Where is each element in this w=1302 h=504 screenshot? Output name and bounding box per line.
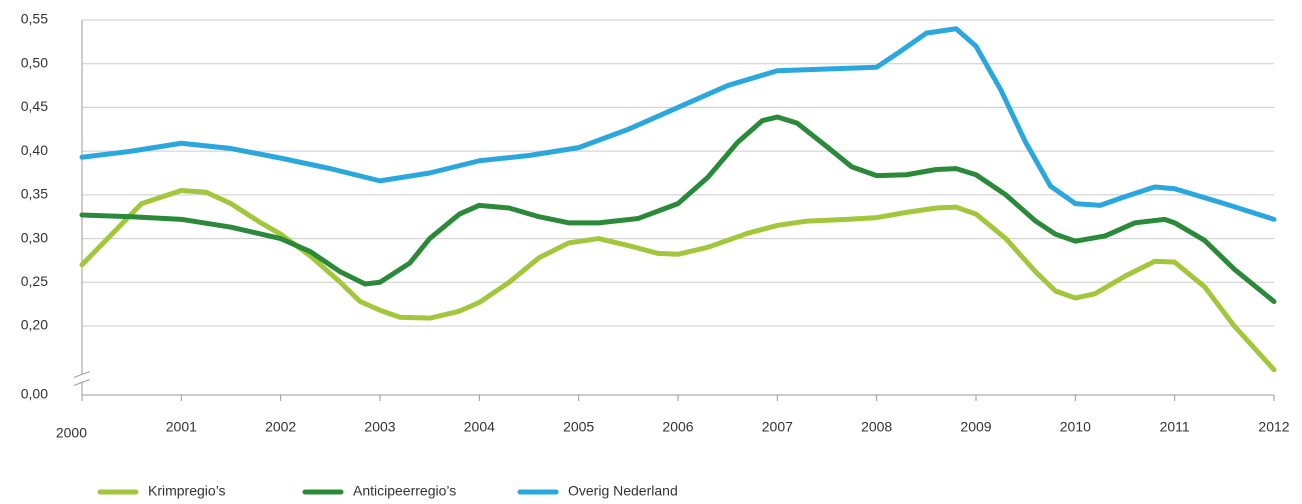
legend-label: Anticipeerregio’s — [353, 483, 456, 499]
x-tick-label: 2005 — [563, 419, 594, 435]
y-tick-label: 0,55 — [21, 11, 48, 27]
y-tick-label: 0,45 — [21, 98, 48, 114]
axis-break — [73, 378, 91, 386]
y-tick-label: 0,20 — [21, 317, 48, 333]
data-line — [79, 114, 1277, 305]
x-tick-label: 2000 — [56, 425, 87, 441]
x-tick-label: 2011 — [1160, 419, 1190, 435]
data-line — [79, 187, 1277, 373]
y-tick-label: 0,30 — [21, 229, 48, 245]
x-tick-label: 2004 — [464, 419, 495, 435]
x-tick-label: 2001 — [166, 419, 197, 435]
y-tick-label: 0,50 — [21, 54, 48, 70]
x-tick-label: 2006 — [662, 419, 693, 435]
x-tick-label: 2010 — [1060, 419, 1091, 435]
x-tick-label: 2008 — [861, 419, 892, 435]
y-tick-label: 0,35 — [21, 186, 48, 202]
y-tick-label: 0,25 — [21, 273, 48, 289]
x-tick-label: 2009 — [960, 419, 991, 435]
y-tick-label: 0,00 — [21, 386, 48, 402]
axis-break — [73, 370, 91, 378]
legend-label: Krimpregio’s — [148, 483, 226, 499]
x-tick-label: 2012 — [1258, 419, 1289, 435]
x-tick-label: 2002 — [265, 419, 296, 435]
x-tick-label: 2003 — [364, 419, 395, 435]
y-tick-label: 0,40 — [21, 142, 48, 158]
data-line — [79, 26, 1277, 222]
x-tick-label: 2007 — [762, 419, 793, 435]
legend-label: Overig Nederland — [568, 483, 678, 499]
